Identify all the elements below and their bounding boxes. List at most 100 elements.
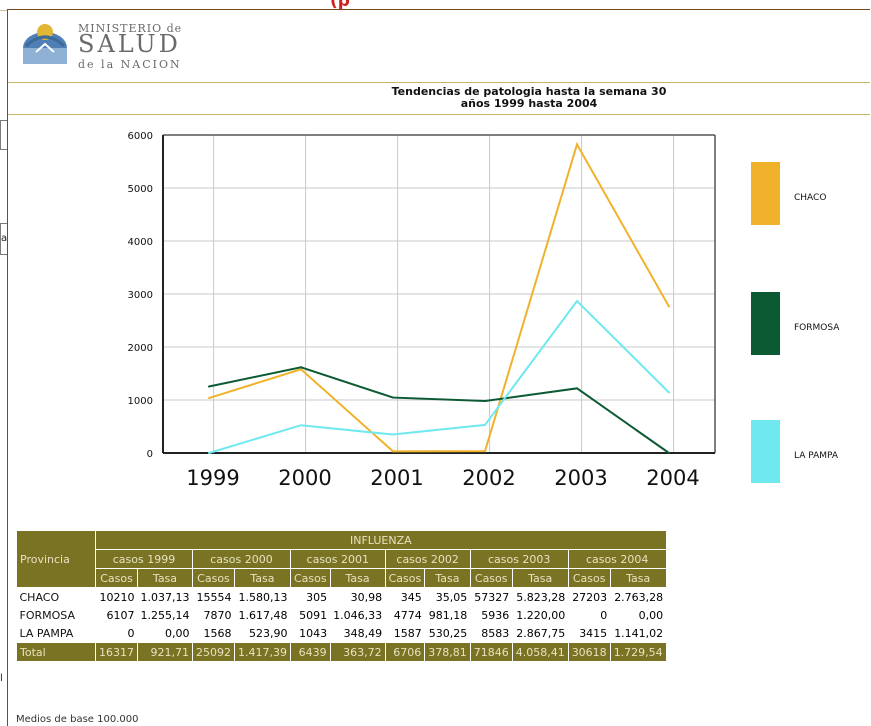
year-header: casos 2004	[567, 549, 667, 569]
value-cell: 0	[127, 626, 135, 640]
header-rule-top	[8, 82, 870, 83]
value-cell: 0	[600, 608, 608, 622]
value-cell: 1.255,14	[140, 608, 190, 622]
value-cell: 1043	[299, 626, 328, 640]
series-line-chaco	[208, 141, 670, 453]
data-point	[300, 366, 302, 369]
partial-red-heading: (p	[330, 0, 350, 11]
value-cell: 57327	[474, 590, 510, 604]
year-header: casos 2000	[191, 549, 291, 569]
data-point	[392, 433, 394, 436]
value-cell: 27203	[572, 590, 608, 604]
total-cell: 921,71	[137, 642, 193, 662]
data-point	[208, 397, 210, 400]
total-cell: 378,81	[424, 642, 471, 662]
data-point	[300, 368, 302, 371]
total-label: Total	[16, 642, 96, 662]
legend-label: LA PAMPA	[794, 451, 839, 461]
year-header: casos 2001	[289, 549, 386, 569]
table-header-row: Casos Tasa Casos Tasa Casos Tasa Casos Tasa Caso…	[17, 568, 667, 588]
value-cell: 3415	[579, 626, 608, 640]
value-cell: 10210	[99, 590, 135, 604]
value-cell: 5091	[299, 608, 328, 622]
value-cell: 8583	[481, 626, 510, 640]
report-frame: MINISTERIO de SALUD de la NACION Tendenc…	[7, 9, 870, 726]
value-cell: 6107	[106, 608, 135, 622]
total-cell: 363,72	[329, 642, 386, 662]
legend-label: FORMOSA	[794, 323, 840, 333]
total-cell: 6706	[384, 642, 426, 662]
year-header: casos 1999	[95, 549, 193, 569]
total-cell: 16317	[95, 642, 138, 662]
data-point	[668, 391, 670, 394]
table-row: LA PAMPA 0 0,00 1568 523,90 1043 348,49 1587 530…	[17, 624, 667, 643]
total-cell: 1.729,54	[609, 642, 667, 662]
value-cell: 5.823,28	[516, 590, 566, 604]
influenza-table: Provincia INFLUENZA casos 1999 casos 2000 ca…	[16, 530, 667, 662]
sub-header: Tasa	[137, 568, 193, 588]
sub-header: Tasa	[609, 568, 667, 588]
value-cell: 523,90	[248, 626, 288, 640]
data-point	[576, 143, 578, 146]
value-cell: 981,18	[428, 608, 468, 622]
sub-header: Casos	[289, 568, 331, 588]
y-tick-label: 4000	[128, 237, 153, 248]
value-cell: 1.141,02	[614, 626, 664, 640]
value-cell: 0,00	[164, 626, 190, 640]
table-row: CHACO 10210 1.037,13 15554 1.580,13 305 30,98 3…	[17, 588, 667, 607]
y-tick-label: 3000	[128, 290, 153, 301]
provincia-cell: CHACO	[19, 590, 60, 604]
y-tick-label: 5000	[128, 184, 153, 195]
provincia-cell: FORMOSA	[19, 608, 76, 622]
group-header: INFLUENZA	[95, 530, 667, 550]
total-cell: 71846	[469, 642, 513, 662]
sub-header: Casos	[191, 568, 235, 588]
sub-header: Tasa	[329, 568, 386, 588]
legend-label: CHACO	[794, 193, 826, 203]
legend-swatch	[751, 420, 780, 483]
sub-header: Casos	[469, 568, 513, 588]
series-line-la-pampa	[208, 299, 670, 454]
data-point	[484, 423, 486, 426]
x-tick-label: 2004	[646, 466, 699, 490]
table-header-row: Provincia INFLUENZA	[16, 530, 667, 588]
total-cell: 4.058,41	[511, 642, 569, 662]
value-cell: 2.867,75	[516, 626, 566, 640]
data-point	[208, 452, 210, 454]
total-cell: 1.417,39	[233, 642, 291, 662]
data-point	[576, 387, 578, 390]
y-tick-label: 0	[147, 449, 153, 460]
column-header-provincia: Provincia	[16, 530, 96, 588]
x-tick-label: 1999	[186, 466, 239, 490]
value-cell: 1.580,13	[238, 590, 288, 604]
x-tick-label: 2002	[462, 466, 515, 490]
data-point	[668, 305, 670, 308]
data-point	[392, 396, 394, 399]
sub-header: Casos	[384, 568, 426, 588]
value-cell: 4774	[393, 608, 422, 622]
data-point	[484, 450, 486, 453]
y-tick-label: 2000	[128, 343, 153, 354]
value-cell: 1.037,13	[140, 590, 190, 604]
provincia-cell: LA PAMPA	[19, 626, 74, 640]
x-tick-label: 2000	[278, 466, 331, 490]
data-point	[392, 450, 394, 453]
ministry-logo: MINISTERIO de SALUD de la NACION	[18, 18, 218, 78]
data-point	[208, 385, 210, 388]
chart-title-block: Tendencias de patologia hasta la semana …	[8, 86, 870, 110]
data-point	[668, 452, 670, 454]
sub-header: Tasa	[424, 568, 471, 588]
value-cell: 345	[400, 590, 422, 604]
sub-header: Casos	[567, 568, 611, 588]
total-cell: 6439	[289, 642, 331, 662]
year-header: casos 2002	[384, 549, 471, 569]
value-cell: 1587	[393, 626, 422, 640]
value-cell: 530,25	[428, 626, 468, 640]
y-tick-label: 6000	[128, 131, 153, 142]
value-cell: 1.046,33	[333, 608, 383, 622]
chart-title: Tendencias de patologia hasta la semana …	[391, 85, 667, 98]
value-cell: 2.763,28	[614, 590, 664, 604]
year-header: casos 2003	[469, 549, 569, 569]
x-tick-label: 2001	[370, 466, 423, 490]
value-cell: 1.220,00	[516, 608, 566, 622]
